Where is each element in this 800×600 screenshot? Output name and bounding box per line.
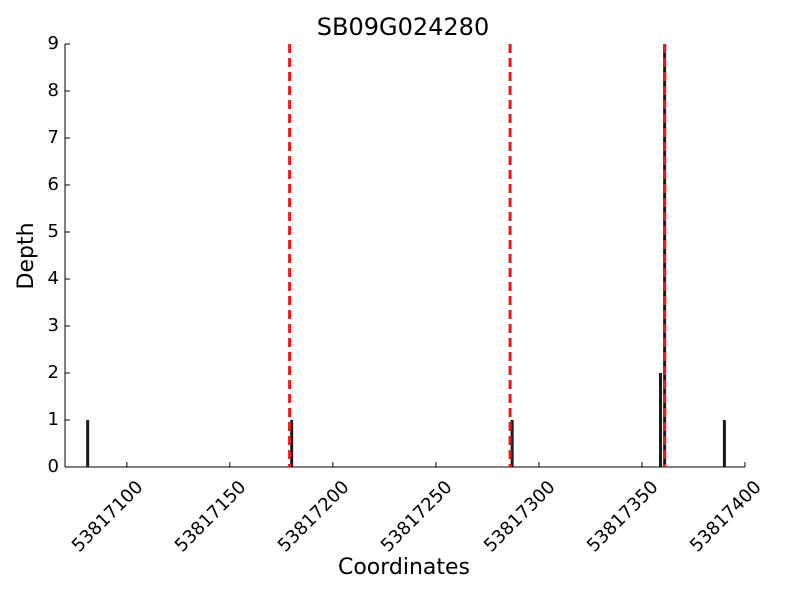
x-axis-label: Coordinates bbox=[338, 555, 470, 580]
y-tick-label: 1 bbox=[48, 409, 59, 430]
chart-title: SB09G024280 bbox=[317, 13, 489, 41]
x-tick-label: 53817200 bbox=[274, 477, 354, 557]
y-tick-label: 5 bbox=[48, 221, 59, 242]
y-tick-label: 9 bbox=[48, 33, 59, 54]
y-tick-label: 2 bbox=[48, 362, 59, 383]
bar bbox=[659, 373, 663, 467]
x-tick-label: 53817400 bbox=[686, 477, 766, 557]
y-tick-label: 6 bbox=[48, 174, 59, 195]
y-tick-label: 0 bbox=[48, 456, 59, 477]
y-tick-label: 4 bbox=[48, 268, 59, 289]
x-tick-label: 53817150 bbox=[171, 477, 251, 557]
y-tick-label: 7 bbox=[48, 127, 59, 148]
bar bbox=[290, 420, 294, 467]
bar bbox=[86, 420, 90, 467]
y-axis-label: Depth bbox=[14, 222, 39, 289]
x-tick-label: 53817250 bbox=[377, 477, 457, 557]
bar bbox=[722, 420, 726, 467]
y-tick-label: 3 bbox=[48, 315, 59, 336]
x-tick-label: 53817300 bbox=[480, 477, 560, 557]
x-tick-label: 53817100 bbox=[68, 477, 148, 557]
bar bbox=[510, 420, 514, 467]
y-tick-label: 8 bbox=[48, 80, 59, 101]
x-tick-label: 53817350 bbox=[583, 477, 663, 557]
